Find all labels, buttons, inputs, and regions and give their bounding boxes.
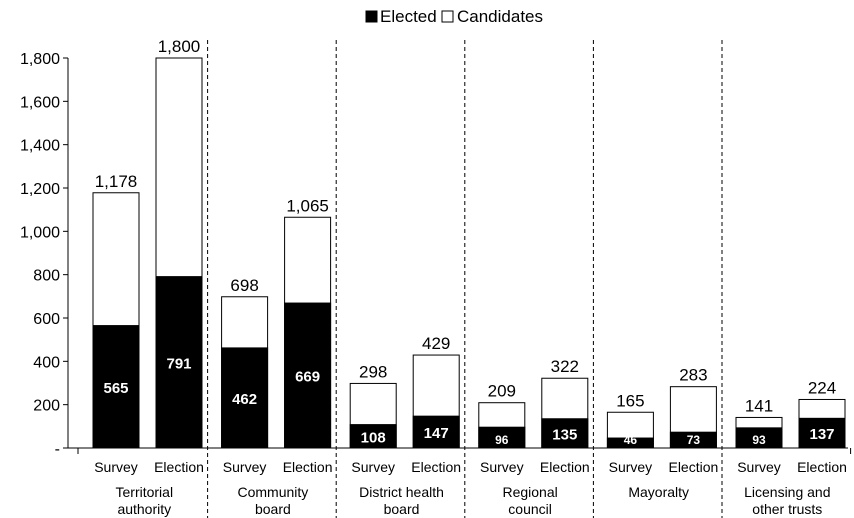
x-tick-label: Survey	[94, 459, 138, 475]
x-group-label: Regional	[502, 484, 557, 500]
bar-elected	[541, 418, 589, 449]
x-tick-label: Election	[154, 459, 204, 475]
x-group-label: Community	[238, 484, 309, 500]
elected-data-label: 96	[495, 433, 509, 447]
y-axis: - 200 400 600 800 1,000 1,200 1,400 1,600 1,800	[20, 51, 848, 458]
total-data-label: 322	[551, 357, 579, 376]
x-tick-label: Survey	[480, 459, 524, 475]
total-data-label: 224	[808, 378, 836, 397]
x-tick-label: Election	[540, 459, 590, 475]
y-tick-label: 400	[33, 354, 60, 371]
elected-data-label: 791	[166, 355, 191, 372]
bars: 1,178 565 1,800 791 698 462 1,065 669 298 108 429 1…	[92, 37, 846, 449]
elected-data-label: 462	[232, 391, 257, 408]
x-group-label: board	[255, 501, 291, 517]
bar-elected	[349, 424, 397, 449]
total-data-label: 141	[745, 396, 773, 415]
total-data-label: 1,178	[95, 172, 138, 191]
x-group-label: Mayoralty	[628, 484, 689, 500]
x-group-label: Licensing and	[744, 484, 830, 500]
elected-data-label: 669	[295, 369, 320, 386]
x-tick-label: Survey	[351, 459, 395, 475]
x-tick-label: Survey	[223, 459, 267, 475]
x-group-label: District health	[359, 484, 444, 500]
bar-elected	[478, 426, 526, 449]
legend-label-elected: Elected	[380, 7, 437, 26]
y-tick-label: 1,600	[20, 94, 60, 111]
x-tick-label: Election	[797, 459, 847, 475]
total-data-label: 698	[230, 276, 258, 295]
bar-elected	[798, 417, 846, 449]
total-data-label: 1,800	[158, 37, 201, 56]
legend-swatch-elected	[365, 10, 378, 23]
x-group-label: other trusts	[752, 501, 822, 517]
y-tick-label: 1,400	[20, 138, 60, 155]
bar-elected	[669, 431, 717, 449]
total-data-label: 165	[616, 391, 644, 410]
y-tick-label: 600	[33, 311, 60, 328]
y-tick-label: 1,000	[20, 224, 60, 241]
total-data-label: 429	[422, 334, 450, 353]
x-group-label: council	[508, 501, 552, 517]
x-tick-label: Election	[411, 459, 461, 475]
legend: Elected Candidates	[365, 7, 543, 26]
group-separators	[77, 40, 852, 518]
bar-elected	[284, 302, 332, 449]
bar-elected	[735, 427, 783, 449]
elected-data-label: 108	[361, 429, 386, 446]
bar-elected	[155, 276, 203, 449]
x-tick-label: Election	[283, 459, 333, 475]
y-tick-label: 800	[33, 268, 60, 285]
y-tick-label: 1,200	[20, 181, 60, 198]
elected-data-label: 137	[809, 426, 834, 443]
bar-elected	[412, 415, 460, 449]
total-data-label: 283	[679, 366, 707, 385]
y-tick-label: 200	[33, 398, 60, 415]
x-group-label: Territorial	[116, 484, 174, 500]
bar-elected	[606, 437, 654, 449]
elected-data-label: 135	[552, 426, 577, 443]
elected-data-label: 147	[424, 425, 449, 442]
total-data-label: 209	[488, 382, 516, 401]
x-group-label: board	[384, 501, 420, 517]
elected-data-label: 565	[103, 380, 128, 397]
total-data-label: 298	[359, 362, 387, 381]
elected-data-label: 73	[687, 433, 701, 447]
y-tick-label: -	[55, 441, 60, 458]
x-group-label: authority	[117, 501, 171, 517]
x-tick-label: Survey	[737, 459, 781, 475]
y-tick-label: 1,800	[20, 51, 60, 68]
legend-swatch-candidates	[441, 10, 454, 23]
elected-data-label: 46	[624, 433, 638, 447]
bar-elected	[92, 325, 140, 449]
bar-elected	[221, 347, 269, 449]
elected-data-label: 93	[752, 433, 766, 447]
total-data-label: 1,065	[286, 196, 329, 215]
x-tick-label: Election	[668, 459, 718, 475]
legend-label-candidates: Candidates	[457, 7, 543, 26]
x-tick-label: Survey	[609, 459, 653, 475]
